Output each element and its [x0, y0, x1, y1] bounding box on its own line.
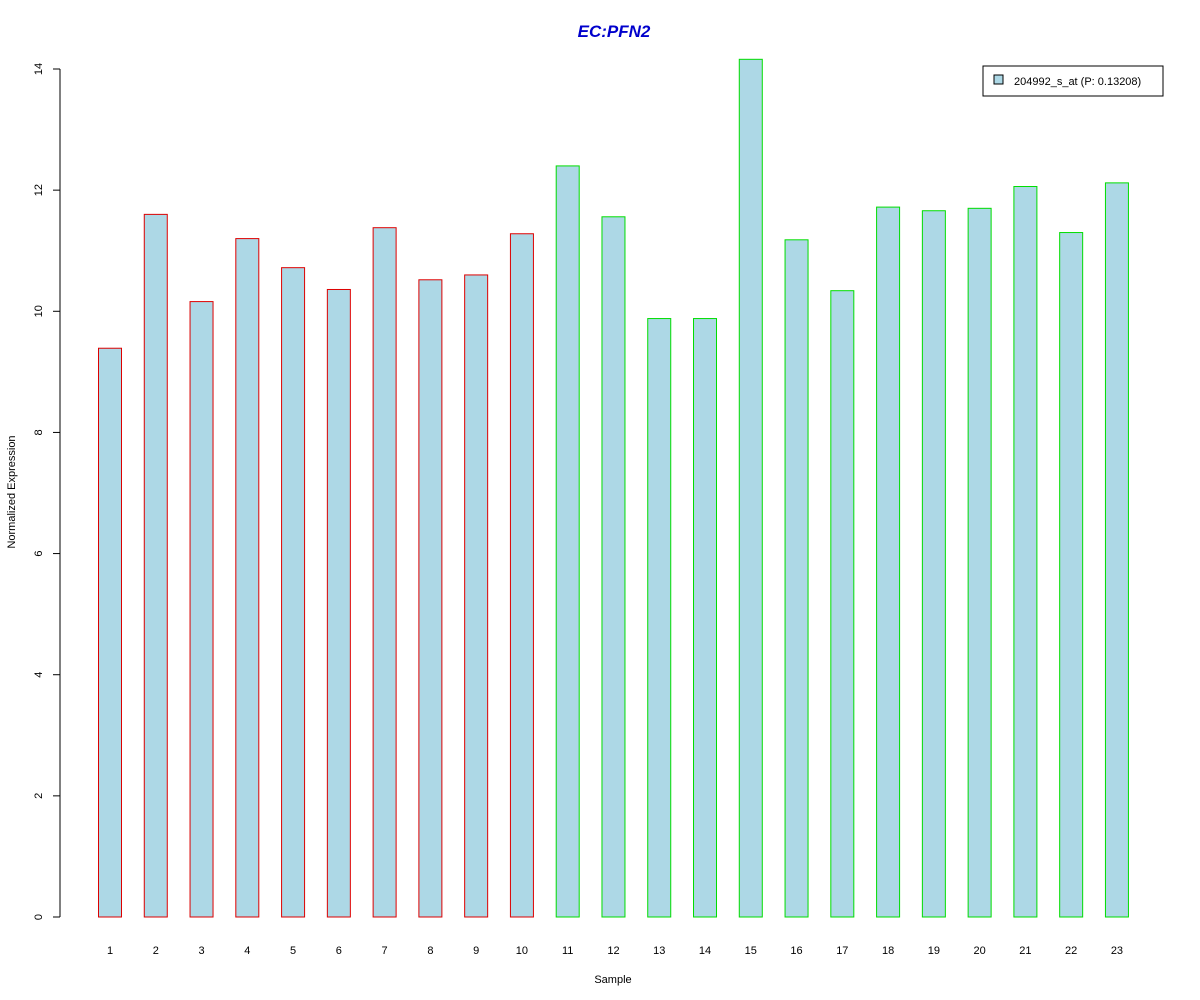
x-axis-label: Sample: [594, 974, 631, 986]
legend: 204992_s_at (P: 0.13208): [982, 65, 1164, 97]
x-tick-label: 12: [607, 945, 619, 957]
bar-sample-7: [372, 227, 397, 918]
bar-sample-12: [601, 216, 626, 918]
x-tick-label: 11: [562, 945, 573, 957]
x-tick-label: 22: [1065, 945, 1077, 957]
bar-sample-16: [784, 239, 809, 918]
x-tick-label: 19: [928, 945, 940, 957]
y-tick-label: 14: [33, 63, 45, 75]
x-tick-label: 9: [473, 945, 479, 957]
x-axis-tick-labels: 1 2 3 4 5 6 7 8 9 10 11 12 13 14 15 16 17 18 19 20 21 22 23: [107, 945, 1123, 957]
bar-sample-13: [647, 318, 672, 918]
y-tick-label: 10: [33, 305, 45, 317]
y-tick-label: 2: [33, 793, 45, 799]
x-tick-label: 4: [244, 945, 250, 957]
bar-sample-10: [509, 233, 534, 918]
bar-sample-20: [967, 207, 992, 918]
x-tick-label: 23: [1111, 945, 1123, 957]
bars: [98, 58, 1129, 918]
bar-sample-18: [876, 206, 901, 918]
bar-sample-17: [830, 290, 855, 918]
y-axis-label: Normalized Expression: [6, 435, 18, 548]
chart-title: EC:PFN2: [578, 22, 651, 41]
x-tick-label: 21: [1019, 945, 1031, 957]
bar-sample-19: [921, 210, 946, 918]
y-tick-label: 0: [33, 914, 45, 920]
x-tick-label: 14: [699, 945, 711, 957]
y-tick-label: 8: [33, 429, 45, 435]
bar-sample-6: [326, 288, 351, 918]
bar-sample-3: [189, 301, 214, 918]
y-tick-label: 12: [33, 184, 45, 196]
bar-sample-9: [464, 274, 489, 918]
bar-sample-21: [1013, 186, 1038, 918]
x-tick-label: 6: [336, 945, 342, 957]
y-tick-label: 6: [33, 551, 45, 557]
x-tick-label: 3: [198, 945, 204, 957]
y-tick-label: 4: [33, 672, 45, 678]
bar-sample-2: [143, 213, 168, 918]
x-tick-label: 20: [974, 945, 986, 957]
x-tick-label: 10: [516, 945, 528, 957]
x-tick-label: 5: [290, 945, 296, 957]
legend-box: [982, 65, 1164, 97]
bar-sample-22: [1059, 232, 1084, 918]
x-tick-label: 1: [107, 945, 113, 957]
bar-sample-1: [98, 347, 122, 918]
bar-sample-14: [693, 318, 718, 918]
x-tick-label: 7: [382, 945, 388, 957]
x-tick-label: 17: [836, 945, 848, 957]
x-tick-label: 15: [745, 945, 757, 957]
bar-sample-5: [281, 267, 306, 918]
legend-swatch: [993, 74, 1004, 85]
bar-sample-23: [1104, 182, 1129, 918]
bar-sample-4: [235, 238, 260, 918]
x-tick-label: 8: [427, 945, 433, 957]
x-tick-label: 18: [882, 945, 894, 957]
y-axis: 0 2 4 6 8 10 12 14: [33, 63, 61, 920]
bar-sample-8: [418, 279, 443, 918]
x-tick-label: 16: [790, 945, 802, 957]
bar-sample-11: [555, 165, 580, 918]
legend-label: 204992_s_at (P: 0.13208): [1014, 76, 1141, 88]
x-tick-label: 2: [153, 945, 159, 957]
x-tick-label: 13: [653, 945, 665, 957]
bar-sample-15: [738, 58, 763, 918]
